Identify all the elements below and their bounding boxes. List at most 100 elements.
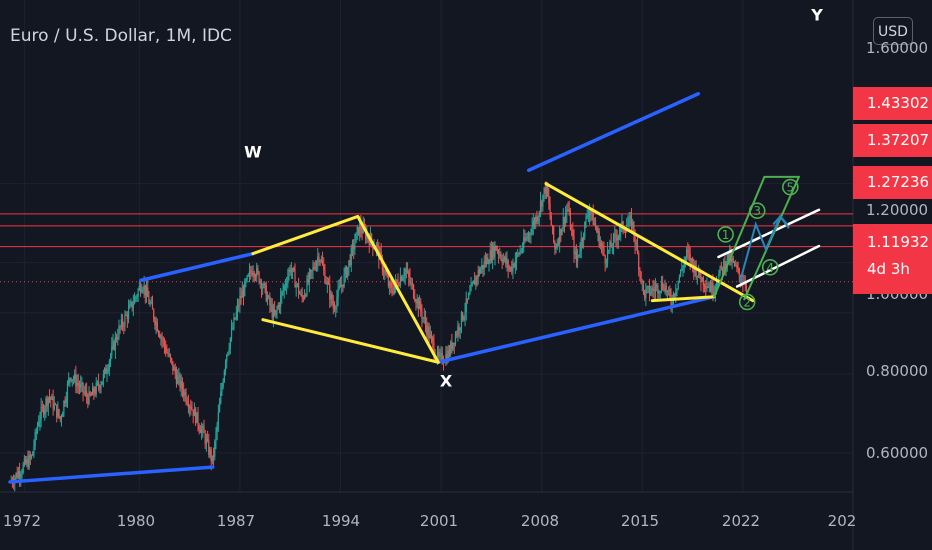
resistance-trendline: [139, 251, 255, 283]
candle-body: [125, 314, 127, 316]
candle-body: [680, 269, 682, 277]
candle-body: [16, 473, 18, 478]
candle-body: [250, 270, 252, 274]
candle-body: [502, 259, 504, 263]
candle-body: [357, 227, 360, 235]
candle-body: [571, 229, 573, 231]
candle-body: [77, 383, 79, 386]
time-tick: 1987: [216, 512, 256, 530]
candle-body: [377, 244, 379, 247]
candle-body: [653, 289, 655, 291]
candle-body: [632, 221, 634, 228]
candle-body: [581, 238, 584, 241]
candle-body: [512, 263, 514, 272]
candle-body: [450, 342, 452, 355]
candle-body: [521, 247, 524, 251]
candle-body: [648, 286, 651, 295]
last-price-tag[interactable]: 1.11932 4d 3h: [853, 224, 932, 294]
candle-body: [80, 383, 82, 388]
wedge-line: [261, 318, 440, 364]
candle-body: [39, 419, 41, 423]
candle-body: [475, 276, 477, 286]
candle-body: [424, 317, 427, 325]
candle-body: [683, 261, 685, 269]
candle-body: [318, 256, 320, 261]
candle-body: [386, 274, 388, 277]
candle-body: [490, 250, 492, 261]
candle-body: [577, 256, 579, 262]
candle-body: [47, 397, 49, 407]
candle-body: [738, 268, 740, 276]
candle-body: [735, 264, 737, 266]
candle-body: [205, 439, 207, 445]
price-tick: 1.60000: [866, 39, 929, 57]
candle-body: [212, 455, 215, 458]
candle-body: [168, 354, 170, 356]
candle-body: [366, 234, 368, 239]
candle-body: [184, 392, 186, 396]
candle-body: [150, 302, 152, 304]
candle-body: [276, 308, 278, 311]
candle-body: [456, 334, 458, 336]
candle-body: [227, 352, 229, 355]
candle-body: [235, 311, 237, 319]
candle-body: [421, 310, 423, 319]
candle-body: [166, 352, 168, 354]
price-level-tag[interactable]: 1.37207: [853, 124, 932, 157]
candle-body: [173, 367, 175, 371]
candle-body: [180, 380, 182, 388]
candle-body: [697, 268, 700, 276]
candle-body: [119, 326, 121, 328]
candle-body: [650, 292, 652, 295]
price-level-tag[interactable]: 1.43302: [853, 87, 932, 120]
candle-body: [196, 412, 198, 424]
candle-body: [62, 413, 64, 418]
candle-body: [718, 273, 720, 283]
candle-body: [550, 215, 552, 226]
candle-body: [210, 450, 212, 462]
candle-body: [351, 244, 354, 248]
candle-body: [660, 282, 663, 292]
candle-body: [536, 216, 538, 222]
candle-body: [189, 406, 191, 408]
candle-body: [427, 327, 429, 335]
candle-body: [535, 216, 537, 224]
candle-body: [727, 253, 730, 259]
bar-countdown: 4d 3h: [867, 260, 910, 278]
candle-body: [314, 268, 316, 270]
candle-body: [495, 245, 497, 251]
candle-body: [226, 354, 228, 362]
candle-body: [50, 397, 52, 400]
candle-body: [432, 337, 434, 342]
candle-body: [320, 260, 322, 262]
currency-button[interactable]: USD: [873, 17, 913, 45]
impulse-wave-number: 1: [722, 228, 730, 242]
candle-body: [416, 298, 418, 304]
candle-body: [573, 235, 575, 254]
candle-body: [658, 292, 660, 294]
candle-body: [615, 234, 617, 238]
candle-body: [578, 254, 580, 257]
symbol-title[interactable]: Euro / U.S. Dollar, 1M, IDC: [10, 26, 232, 46]
candle-body: [343, 273, 345, 287]
price-level-tag[interactable]: 1.27236: [853, 166, 932, 199]
candle-body: [26, 459, 28, 464]
candle-body: [113, 341, 115, 350]
candle-body: [187, 403, 190, 408]
candle-body: [104, 368, 106, 375]
candle-body: [452, 342, 454, 350]
candle-body: [477, 269, 479, 278]
candle-body: [335, 307, 337, 309]
candle-body: [355, 232, 357, 243]
candle-body: [392, 291, 394, 294]
candle-body: [35, 431, 37, 433]
candle-body: [562, 217, 564, 229]
candle-body: [292, 268, 294, 272]
candle-body: [282, 290, 284, 292]
candle-body: [411, 282, 413, 285]
candle-body: [34, 431, 36, 446]
candle-body: [294, 270, 296, 288]
candle-body: [153, 309, 155, 320]
